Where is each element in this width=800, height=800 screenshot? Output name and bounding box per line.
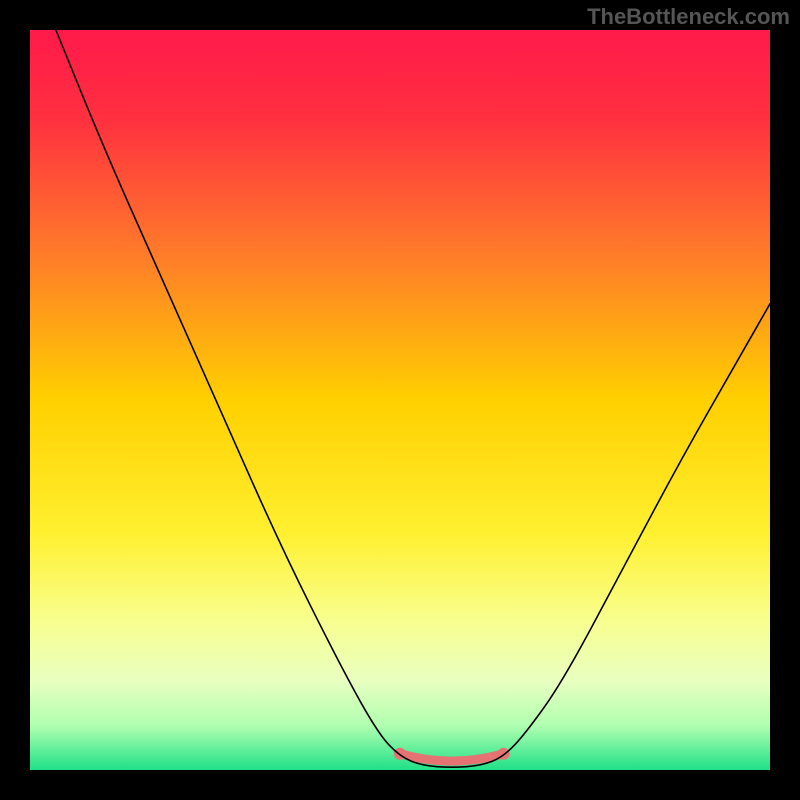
bottleneck-chart: TheBottleneck.com	[0, 0, 800, 800]
watermark-label: TheBottleneck.com	[587, 4, 790, 30]
chart-canvas	[0, 0, 800, 800]
plot-area	[30, 30, 770, 770]
